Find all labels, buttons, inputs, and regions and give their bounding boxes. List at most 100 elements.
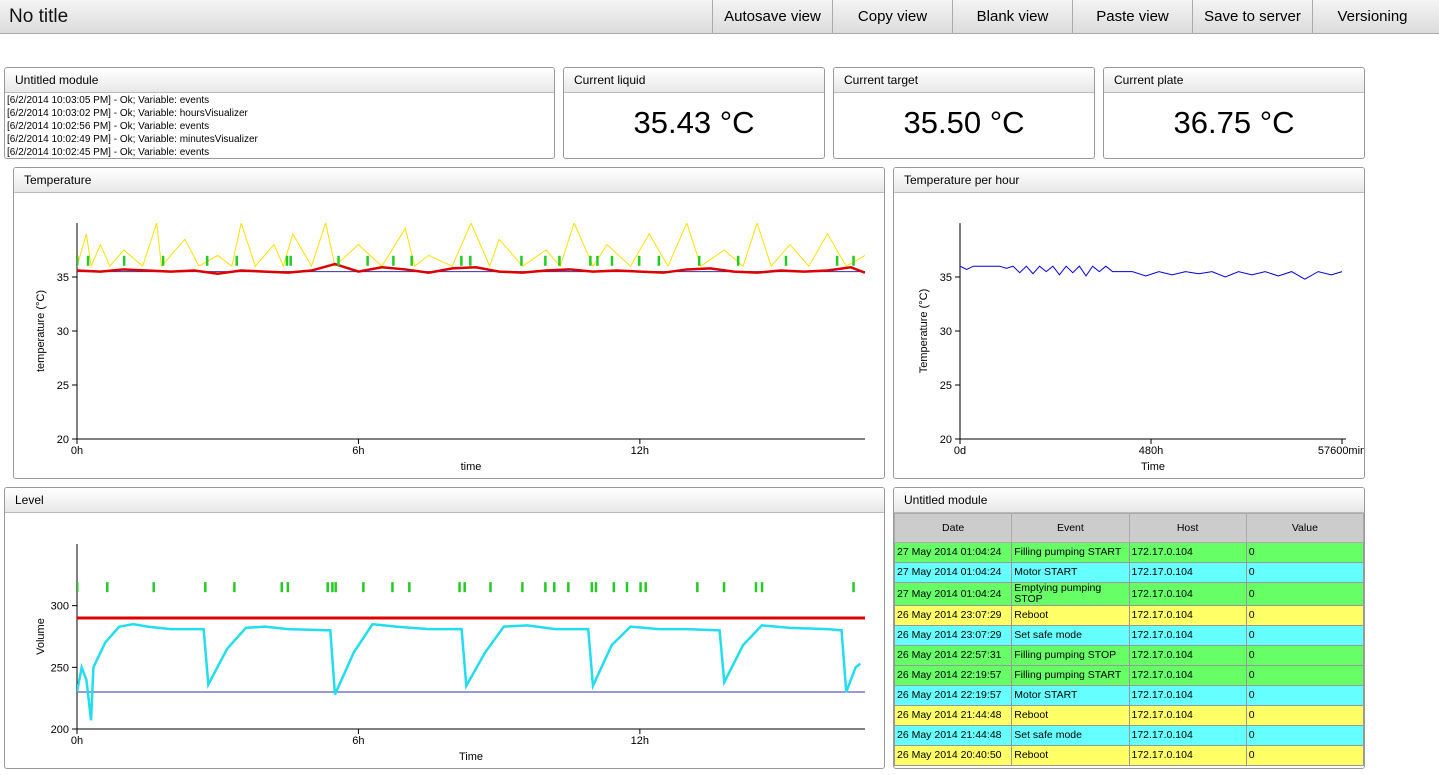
log-line: [6/2/2014 10:02:45 PM] - Ok; Variable: e… bbox=[7, 147, 210, 158]
table-cell: Filling pumping STOP bbox=[1011, 645, 1130, 666]
event-marker bbox=[637, 255, 641, 266]
event-marker bbox=[521, 582, 524, 593]
table-cell: 172.17.0.104 bbox=[1128, 605, 1247, 626]
event-marker bbox=[697, 255, 701, 266]
table-row: 26 May 2014 23:07:29 Reboot 172.17.0.104 0 bbox=[894, 605, 1364, 626]
gauge-value: 36.75 °C bbox=[1173, 105, 1295, 140]
table-cell: 0 bbox=[1245, 605, 1364, 626]
x-tick-label: 6h bbox=[352, 445, 364, 457]
event-marker bbox=[285, 255, 289, 266]
panel-title: Temperature per hour bbox=[894, 168, 1364, 193]
table-cell: 0 bbox=[1245, 665, 1364, 686]
event-marker bbox=[410, 255, 413, 266]
event-marker bbox=[612, 582, 616, 593]
x-axis-label: Time bbox=[1141, 461, 1165, 473]
table-cell: 0 bbox=[1245, 705, 1364, 726]
event-marker bbox=[696, 582, 699, 593]
level-chart: 200 250 300 0h 6h 12h Time Volume bbox=[35, 544, 865, 763]
column-header: Value bbox=[1245, 513, 1364, 543]
table-cell: 172.17.0.104 bbox=[1128, 685, 1247, 706]
header-row: Date Event Host Value bbox=[894, 513, 1364, 543]
event-marker bbox=[460, 255, 463, 266]
table-row: 26 May 2014 22:19:57 Filling pumping STAR… bbox=[894, 665, 1364, 686]
table-cell: 26 May 2014 21:44:48 bbox=[894, 725, 1013, 746]
y-axis-label: temperature (°C) bbox=[35, 290, 47, 372]
column-header: Host bbox=[1128, 513, 1247, 543]
log-line: [6/2/2014 10:02:49 PM] - Ok; Variable: m… bbox=[7, 134, 258, 145]
toolbar-button[interactable]: Versioning bbox=[1312, 0, 1432, 33]
table-cell: 172.17.0.104 bbox=[1128, 645, 1247, 666]
event-panel: Untitled module Date Event Host Value 27 May… bbox=[893, 487, 1365, 769]
event-marker bbox=[122, 255, 126, 266]
event-marker bbox=[553, 582, 556, 593]
table-cell: 172.17.0.104 bbox=[1128, 562, 1247, 583]
event-marker bbox=[544, 582, 547, 593]
toolbar-button[interactable]: Blank view bbox=[952, 0, 1072, 33]
event-marker bbox=[392, 255, 395, 266]
table-row: 26 May 2014 21:44:48 Reboot 172.17.0.104 0 bbox=[894, 705, 1364, 726]
panel-title: Temperature bbox=[14, 168, 884, 193]
table-cell: 26 May 2014 22:19:57 bbox=[894, 665, 1013, 686]
event-marker bbox=[736, 255, 740, 266]
panel-title: Current plate bbox=[1104, 68, 1364, 93]
table-row: 27 May 2014 01:04:24 Filling pumping STAR… bbox=[894, 542, 1364, 563]
toolbar-button[interactable]: Save to server bbox=[1192, 0, 1312, 33]
log-line: [6/2/2014 10:03:05 PM] - Ok; Variable: e… bbox=[7, 95, 210, 106]
x-axis-label: time bbox=[461, 461, 482, 473]
y-tick-label: 35 bbox=[57, 272, 69, 284]
toolbar: Autosave view Copy view Blank view Paste vi… bbox=[712, 0, 1432, 33]
temperature-hour-chart: 20 25 30 35 0d 480h 57600min Time Temperature (°… bbox=[918, 223, 1364, 473]
event-marker bbox=[362, 582, 365, 593]
event-marker bbox=[286, 582, 290, 593]
table-cell: 27 May 2014 01:04:24 bbox=[894, 542, 1013, 563]
event-marker bbox=[852, 582, 855, 593]
event-marker bbox=[594, 582, 598, 593]
table-cell: Reboot bbox=[1011, 705, 1130, 726]
y-tick-label: 20 bbox=[57, 434, 69, 446]
table-cell: 172.17.0.104 bbox=[1128, 542, 1247, 563]
toolbar-button[interactable]: Autosave view bbox=[712, 0, 832, 33]
event-marker bbox=[760, 582, 764, 593]
y-tick-label: 25 bbox=[57, 380, 69, 392]
y-tick-label: 300 bbox=[51, 601, 69, 613]
table-cell: 172.17.0.104 bbox=[1128, 582, 1247, 606]
table-row: 26 May 2014 21:44:48 Set safe mode 172.17.… bbox=[894, 725, 1364, 746]
event-marker bbox=[489, 582, 492, 593]
level-panel: Level 200 250 300 0h 6h 12h Time Volume bbox=[4, 487, 885, 769]
toolbar-button[interactable]: Paste view bbox=[1072, 0, 1192, 33]
event-marker bbox=[106, 582, 109, 593]
event-marker bbox=[567, 582, 570, 593]
series-line bbox=[77, 223, 865, 269]
y-tick-label: 20 bbox=[940, 434, 952, 446]
event-marker bbox=[77, 582, 79, 593]
table-cell: Motor START bbox=[1011, 562, 1130, 583]
event-marker bbox=[334, 582, 337, 593]
event-marker bbox=[544, 255, 547, 266]
event-marker bbox=[657, 255, 661, 266]
table-row: 26 May 2014 20:40:50 Reboot 172.17.0.104 0 bbox=[894, 745, 1364, 766]
event-marker bbox=[722, 582, 726, 593]
event-marker bbox=[644, 582, 647, 593]
event-marker bbox=[161, 255, 165, 266]
panel-title: Level bbox=[5, 488, 884, 513]
event-marker bbox=[152, 582, 155, 593]
event-marker bbox=[558, 255, 561, 266]
log-panel: Untitled module [6/2/2014 10:03:05 PM] -… bbox=[4, 67, 555, 159]
y-tick-label: 30 bbox=[57, 326, 69, 338]
table-cell: Emptying pumping STOP bbox=[1011, 582, 1130, 606]
x-tick-label: 12h bbox=[631, 445, 649, 457]
table-cell: 0 bbox=[1245, 725, 1364, 746]
table-cell: 0 bbox=[1245, 685, 1364, 706]
temperature-panel: Temperature 20 25 30 35 0h 6h 12h time temperatu… bbox=[13, 167, 885, 479]
table-row: 26 May 2014 22:57:31 Filling pumping STOP… bbox=[894, 645, 1364, 666]
table-cell: 26 May 2014 20:40:50 bbox=[894, 745, 1013, 766]
event-marker bbox=[289, 255, 292, 266]
toolbar-button[interactable]: Copy view bbox=[832, 0, 952, 33]
x-axis-label: Time bbox=[459, 751, 483, 763]
gauge-panel: Current target 35.50 °C bbox=[833, 67, 1095, 159]
gauge-panel: Current liquid 35.43 °C bbox=[563, 67, 825, 159]
x-tick-label: 12h bbox=[631, 735, 649, 747]
event-marker bbox=[86, 255, 90, 266]
x-tick-label: 480h bbox=[1139, 445, 1163, 457]
panel-title: Untitled module bbox=[5, 68, 554, 93]
